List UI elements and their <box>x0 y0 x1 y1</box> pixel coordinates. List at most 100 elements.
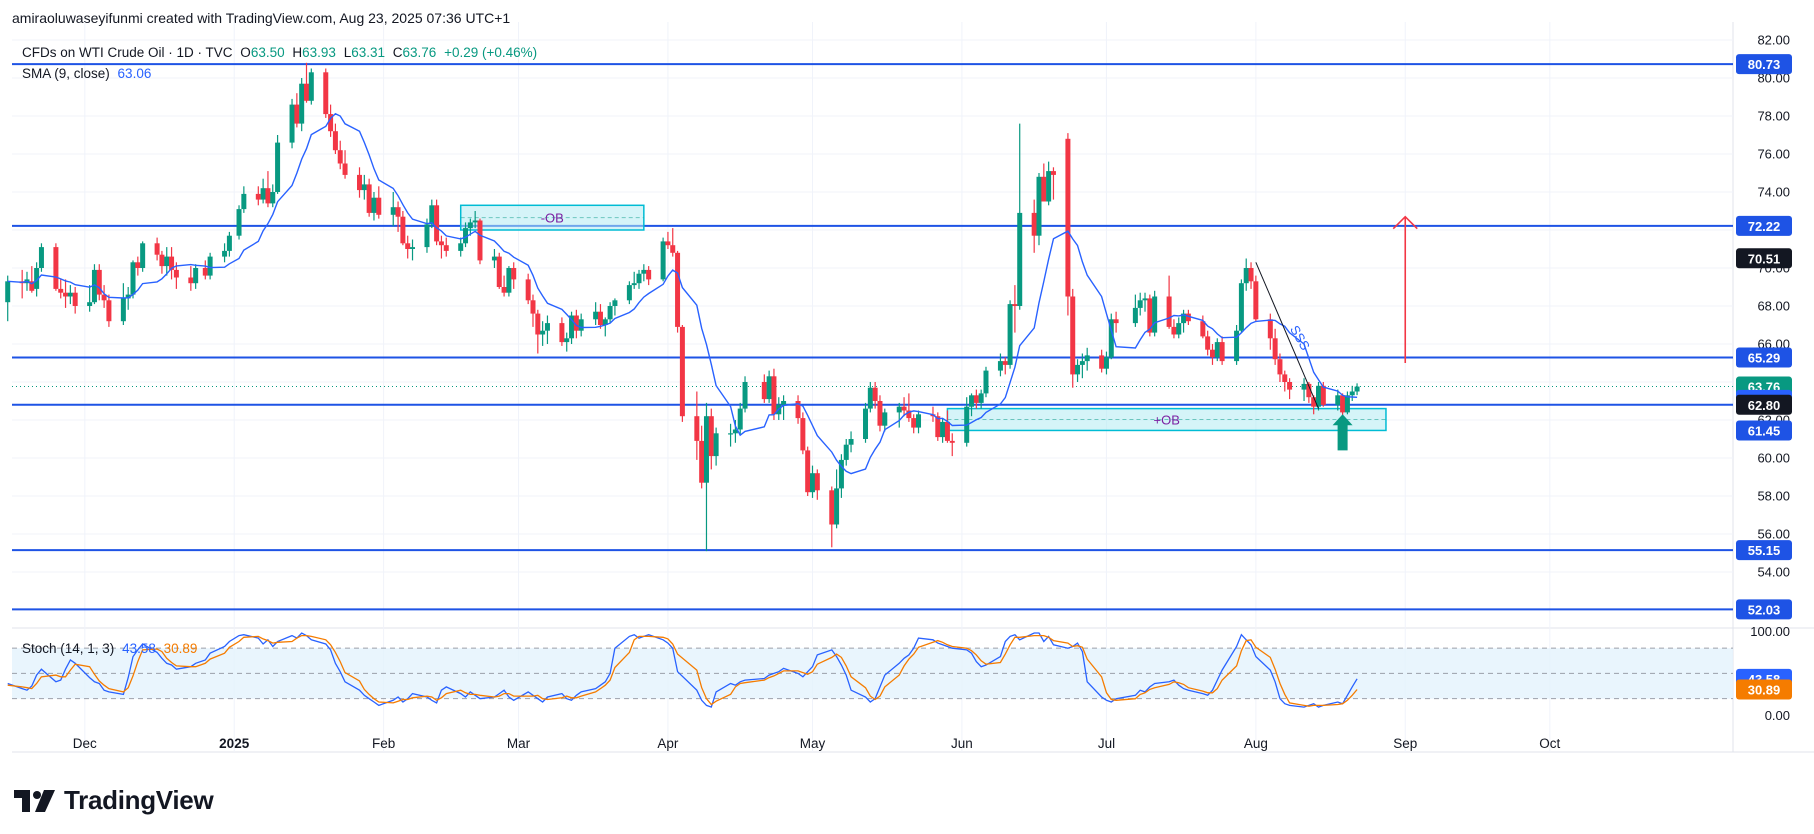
candle-body <box>1152 296 1158 333</box>
high-label: H <box>292 45 303 60</box>
candle-body <box>670 245 676 253</box>
candle-body <box>578 319 584 331</box>
candle-body <box>1243 268 1249 284</box>
price-tag: 80.73 <box>1736 54 1792 75</box>
candle-body <box>569 315 575 339</box>
candle-body <box>38 247 44 268</box>
candle-body <box>1267 319 1273 339</box>
candle-body <box>1002 361 1008 365</box>
candle-body <box>491 256 497 261</box>
candle-body <box>34 268 40 289</box>
candle-body <box>236 209 242 236</box>
x-tick-label: Jul <box>1098 736 1115 751</box>
y-tick-label: 74.00 <box>1757 185 1790 200</box>
candle-body <box>530 300 536 314</box>
tradingview-wordmark: TradingView <box>64 785 214 815</box>
candle-body <box>969 395 975 407</box>
candle-body <box>140 243 146 268</box>
candle-body <box>728 433 734 435</box>
sma-value: 63.06 <box>117 66 152 81</box>
x-tick-label: Sep <box>1393 736 1417 751</box>
candle-body <box>935 416 941 438</box>
candle-body <box>781 401 787 405</box>
candle-body <box>159 254 165 267</box>
ob-zones: -OB +OB <box>459 204 1387 432</box>
candle-body <box>1335 395 1341 405</box>
sma-line <box>7 112 1358 475</box>
x-tick-label: 2025 <box>219 736 250 751</box>
candle-body <box>357 174 363 191</box>
price-tag-label: 61.45 <box>1748 423 1781 438</box>
candle-body <box>641 269 647 274</box>
stoch-price-tag-bg <box>1736 679 1792 700</box>
candle-body <box>737 408 743 430</box>
candle-body <box>501 287 507 293</box>
y-tick-label: 58.00 <box>1757 489 1790 504</box>
candle-body <box>1272 338 1278 360</box>
candle-body <box>443 245 449 251</box>
price-tag-label: 52.03 <box>1748 602 1781 617</box>
price-tag-bg <box>1736 420 1792 441</box>
candle-body <box>1079 361 1085 365</box>
candle-body <box>665 241 671 246</box>
candle-body <box>303 83 309 101</box>
trend-line <box>1255 262 1319 409</box>
candle-body <box>814 473 820 491</box>
candle-body <box>207 256 213 276</box>
candle-body <box>1132 307 1138 324</box>
candle-body <box>188 277 194 284</box>
candle-body <box>376 197 382 215</box>
candle-body <box>703 416 709 483</box>
change-value: +0.29 (+0.46%) <box>444 45 538 60</box>
candle-body <box>863 408 869 439</box>
time-axis: Dec 2025 Feb Mar Apr May Jun Jul Aug Sep Oct <box>73 736 1561 751</box>
candle-body <box>472 220 478 223</box>
candle-body <box>467 222 473 229</box>
candle-body <box>867 387 873 409</box>
y-tick-label: 76.00 <box>1757 147 1790 162</box>
candle-body <box>1041 176 1047 202</box>
candle-body <box>810 473 815 493</box>
candle-body <box>1344 395 1350 413</box>
candle-body <box>511 268 517 280</box>
candle-body <box>564 338 570 343</box>
symbol-label: CFDs on WTI Crude Oil · 1D · TVC <box>22 45 233 60</box>
candle-body <box>1147 298 1153 333</box>
candle-body <box>1219 342 1225 362</box>
candle-body <box>1181 313 1187 324</box>
candle-body <box>838 459 844 489</box>
candle-body <box>607 306 613 320</box>
candle-body <box>72 292 78 306</box>
candle-body <box>732 429 738 434</box>
close-value: 63.76 <box>402 45 437 60</box>
candle-body <box>997 361 1003 371</box>
price-tag-bg <box>1736 54 1792 75</box>
price-tag-label: 72.22 <box>1748 219 1781 234</box>
sss-label: SSS <box>1287 323 1313 353</box>
candle-body <box>612 300 618 306</box>
low-label: L <box>343 45 352 60</box>
candle-body <box>332 131 338 151</box>
candle-body <box>944 421 950 441</box>
candle-body <box>337 150 343 164</box>
candle-body <box>125 294 131 299</box>
candle-body <box>5 281 11 303</box>
candle-body <box>424 224 430 248</box>
candle-body <box>1311 397 1317 407</box>
candle-body <box>1103 357 1109 369</box>
price-tag: 55.15 <box>1736 540 1792 561</box>
candle-body <box>289 104 295 143</box>
candle-body <box>241 193 247 210</box>
x-tick-label: Dec <box>73 736 97 751</box>
candle-body <box>265 188 271 204</box>
y-tick-label: 54.00 <box>1757 565 1790 580</box>
candle-body <box>1007 304 1013 365</box>
candle-body <box>559 323 565 343</box>
candle-body <box>434 205 440 242</box>
candle-body <box>742 382 748 409</box>
candle-body <box>1185 313 1191 322</box>
price-tag: 52.03 <box>1736 599 1792 620</box>
candle-body <box>901 406 907 411</box>
candle-body <box>308 72 314 101</box>
